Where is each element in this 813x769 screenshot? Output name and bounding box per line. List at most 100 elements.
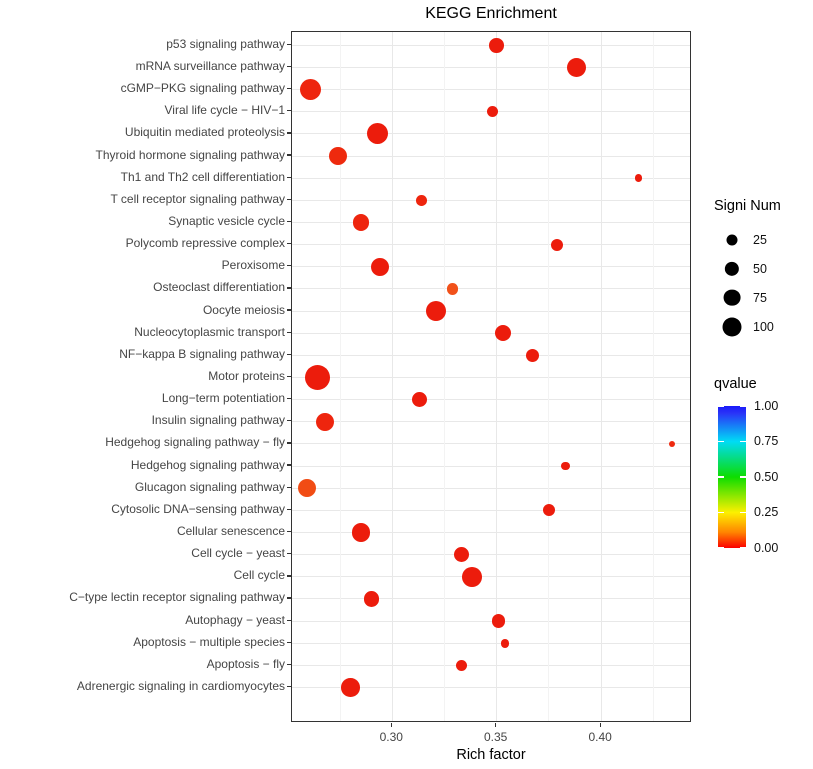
y-tick [286, 220, 291, 223]
data-point [351, 523, 371, 542]
y-tick [286, 287, 291, 289]
data-point [486, 106, 499, 118]
y-tick [286, 353, 291, 356]
data-point [455, 659, 467, 671]
y-axis-label: Adrenergic signaling in cardiomyocytes [76, 679, 285, 694]
y-axis-label: Peroxisome [221, 258, 285, 273]
y-axis-label: Thyroid hormone signaling pathway [95, 147, 285, 162]
data-point [561, 461, 570, 471]
data-point [669, 440, 676, 448]
y-axis-label: Osteoclast differentiation [153, 280, 285, 295]
y-axis-label: T cell receptor signaling pathway [110, 191, 285, 206]
data-point [566, 57, 586, 77]
size-legend: Signi Num 25 50 75 100 [712, 198, 812, 341]
y-axis-label: Nucleocytoplasmic transport [134, 324, 285, 339]
v-gridline-minor [652, 32, 654, 721]
y-tick [286, 486, 291, 488]
data-point [500, 638, 510, 648]
y-axis-label: Motor proteins [208, 369, 285, 383]
colorbar-tick-label: 0.00 [754, 540, 779, 555]
y-axis-label: Autophagy − yeast [185, 612, 285, 627]
size-legend-item: 100 [712, 312, 812, 341]
colorbar-tick-label: 1.00 [754, 398, 779, 413]
v-gridline-major [496, 32, 498, 721]
y-axis-label: Long−term potentiation [161, 391, 285, 406]
y-tick [286, 331, 291, 333]
data-point [525, 348, 539, 362]
y-axis-label: Hedgehog signaling pathway − fly [105, 435, 285, 450]
y-tick [286, 243, 291, 245]
data-point [352, 214, 370, 231]
h-gridline [292, 354, 690, 356]
data-point [411, 392, 427, 408]
size-legend-items: 25 50 75 100 [712, 225, 812, 341]
y-axis-label: Apoptosis − fly [206, 656, 285, 671]
v-gridline-minor [339, 32, 341, 721]
y-axis-label: C−type lectin receptor signaling pathway [69, 590, 285, 605]
size-legend-value: 25 [753, 232, 767, 247]
h-gridline [292, 399, 690, 401]
v-gridline-major [600, 32, 602, 721]
y-tick [286, 464, 291, 466]
size-legend-title: Signi Num [714, 198, 781, 214]
y-axis-label: p53 signaling pathway [166, 36, 285, 51]
y-tick [286, 154, 291, 156]
y-tick [286, 43, 291, 45]
colorbar-tick [740, 440, 746, 443]
colorbar-tick [718, 405, 724, 407]
h-gridline [292, 598, 690, 600]
colorbar-tick [718, 511, 724, 514]
h-gridline [292, 443, 690, 445]
y-tick [286, 597, 291, 599]
y-axis-label: Glucagon signaling pathway [134, 479, 285, 494]
color-legend: qvalue 1.00 0.75 0.50 0.25 0.00 [712, 376, 812, 554]
data-point [492, 614, 506, 628]
colorbar-tick [740, 405, 746, 407]
data-point [634, 174, 643, 182]
h-gridline [292, 509, 690, 511]
size-legend-dot [722, 317, 742, 336]
color-legend-title: qvalue [714, 376, 757, 392]
y-axis-label: Viral life cycle − HIV−1 [164, 103, 286, 118]
y-tick [286, 530, 291, 533]
colorbar-tick [740, 476, 746, 478]
data-point [328, 146, 348, 166]
x-axis-title: Rich factor [456, 747, 526, 763]
size-legend-value: 100 [753, 319, 774, 334]
y-tick [286, 87, 291, 90]
data-point [370, 257, 389, 276]
data-point [494, 324, 512, 342]
x-tick-label: 0.35 [484, 730, 508, 744]
data-point [447, 283, 459, 295]
h-gridline [292, 177, 690, 179]
y-axis-label: cGMP−PKG signaling pathway [120, 81, 285, 96]
data-point [416, 194, 427, 206]
colorbar-tick-label: 0.25 [754, 505, 779, 519]
colorbar-tick [718, 547, 724, 549]
size-legend-value: 75 [753, 290, 767, 305]
y-axis-label: Cellular senescence [176, 524, 285, 539]
y-tick [286, 619, 291, 621]
y-axis-label: Ubiquitin mediated proteolysis [124, 125, 285, 140]
data-point [316, 412, 335, 431]
data-point [304, 364, 330, 391]
y-tick [286, 198, 291, 201]
y-axis-label: NF−kappa B signaling pathway [119, 346, 285, 361]
y-axis-label: Cytosolic DNA−sensing pathway [111, 501, 285, 516]
plot-panel [291, 31, 691, 722]
chart-title: KEGG Enrichment [425, 5, 557, 22]
y-axis-label: Insulin signaling pathway [151, 413, 285, 428]
y-axis-label: Apoptosis − multiple species [133, 634, 285, 649]
h-gridline [292, 133, 690, 135]
y-tick [286, 132, 291, 134]
y-tick [286, 442, 291, 444]
h-gridline [292, 620, 690, 622]
colorbar-tick [718, 476, 724, 478]
y-axis-label: Th1 and Th2 cell differentiation [120, 169, 285, 184]
data-point [551, 238, 564, 251]
y-axis-label: Cell cycle [233, 568, 285, 583]
data-point [341, 678, 360, 697]
y-tick [286, 508, 291, 511]
h-gridline [292, 155, 690, 157]
h-gridline [292, 664, 690, 666]
